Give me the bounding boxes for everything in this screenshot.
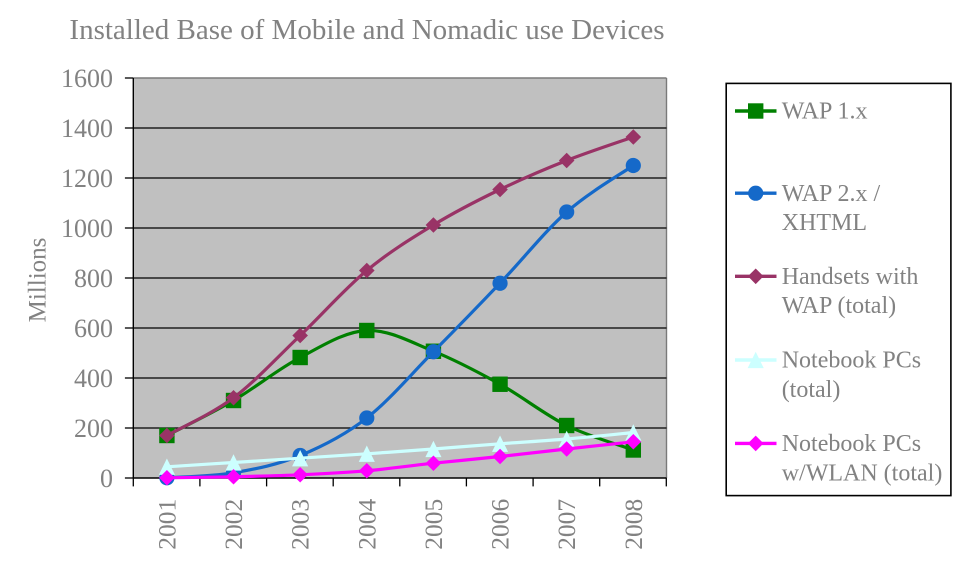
svg-text:1200: 1200 xyxy=(61,164,113,193)
svg-text:Handsets with: Handsets with xyxy=(782,264,919,290)
svg-text:2002: 2002 xyxy=(219,499,248,550)
svg-text:Installed Base of Mobile and N: Installed Base of Mobile and Nomadic use… xyxy=(69,14,664,46)
svg-text:Notebook PCs: Notebook PCs xyxy=(782,348,921,374)
svg-text:600: 600 xyxy=(74,314,113,343)
svg-text:WAP 1.x: WAP 1.x xyxy=(782,99,868,125)
svg-text:1000: 1000 xyxy=(61,214,113,243)
svg-text:2004: 2004 xyxy=(352,499,381,550)
svg-text:Notebook PCs: Notebook PCs xyxy=(782,431,921,457)
svg-text:2005: 2005 xyxy=(419,499,448,550)
svg-text:XHTML: XHTML xyxy=(782,210,867,236)
svg-text:WAP (total): WAP (total) xyxy=(782,293,896,319)
svg-text:400: 400 xyxy=(74,364,113,393)
svg-text:2008: 2008 xyxy=(619,499,648,550)
svg-text:1400: 1400 xyxy=(61,114,113,143)
svg-text:w/WLAN (total): w/WLAN (total) xyxy=(782,460,943,486)
svg-text:1600: 1600 xyxy=(61,64,113,93)
svg-text:2003: 2003 xyxy=(286,499,315,550)
svg-text:2007: 2007 xyxy=(552,499,581,550)
svg-text:800: 800 xyxy=(74,264,113,293)
svg-text:WAP 2.x /: WAP 2.x / xyxy=(782,181,881,207)
svg-text:(total): (total) xyxy=(782,377,841,403)
svg-text:2001: 2001 xyxy=(152,499,181,550)
svg-text:Millions: Millions xyxy=(25,238,52,323)
svg-text:2006: 2006 xyxy=(486,499,515,550)
svg-text:0: 0 xyxy=(100,464,113,493)
svg-text:200: 200 xyxy=(74,414,113,443)
